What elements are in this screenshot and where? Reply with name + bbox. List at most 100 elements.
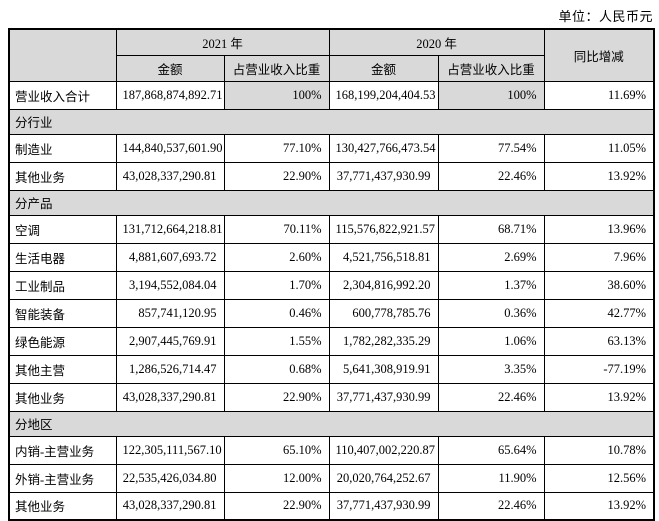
row-label: 绿色能源 [8,326,117,356]
row-label: 其他业务 [8,161,117,191]
amount-2021-cell: 4,881,607,693.72 [115,242,225,272]
ratio-2021-cell: 0.68% [223,354,330,384]
ratio-2020-cell: 2.69% [437,242,545,272]
ratio-2020-cell: 77.54% [437,133,545,163]
amount-2021-cell: 3,194,552,084.04 [115,270,225,300]
amount-2021-cell: 22,535,426,034.80 [115,463,225,493]
data-row: 工业制品 3,194,552,084.04 1.70% 2,304,816,992.2… [8,270,655,300]
row-label: 制造业 [8,133,117,163]
ratio-2021-cell: 12.00% [223,463,330,493]
amount-2020-cell: 20,020,764,252.67 [328,463,439,493]
section-label: 分地区 [8,410,655,437]
row-label: 空调 [8,214,117,244]
ratio-2020-cell: 3.35% [437,354,545,384]
corner-cell [8,28,117,82]
data-row: 智能装备 857,741,120.95 0.46% 600,778,785.76 0.3… [8,298,655,328]
year-2020-header: 2020 年 [328,28,545,56]
amount-2021-cell: 43,028,337,290.81 [115,491,225,521]
ratio-2021-cell: 1.55% [223,326,330,356]
ratio-2021-cell: 22.90% [223,491,330,521]
yoy-cell: 7.96% [543,242,655,272]
amount-2021-cell: 857,741,120.95 [115,298,225,328]
row-label: 外销-主营业务 [8,463,117,493]
amount-2021-cell: 43,028,337,290.81 [115,161,225,191]
yoy-cell: 38.60% [543,270,655,300]
row-label: 其他业务 [8,382,117,412]
amount-2021-cell: 131,712,664,218.81 [115,214,225,244]
amount-2020-cell: 115,576,822,921.57 [328,214,439,244]
data-row: 其他主营 1,286,526,714.47 0.68% 5,641,308,919.9… [8,354,655,384]
amount-2020-cell: 37,771,437,930.99 [328,491,439,521]
section-label: 分行业 [8,108,655,135]
amount-2020-header: 金额 [328,54,439,82]
ratio-2020-cell: 100% [437,80,545,110]
ratio-2021-cell: 22.90% [223,382,330,412]
ratio-2021-cell: 65.10% [223,435,330,465]
data-row: 其他业务 43,028,337,290.81 22.90% 37,771,437,93… [8,161,655,191]
yoy-cell: -77.19% [543,354,655,384]
data-row: 其他业务 43,028,337,290.81 22.90% 37,771,437,93… [8,491,655,521]
data-row: 营业收入合计 187,868,874,892.71 100% 168,199,204,… [8,80,655,110]
yoy-cell: 13.92% [543,382,655,412]
ratio-2020-header: 占营业收入比重 [437,54,545,82]
section-label: 分产品 [8,189,655,216]
yoy-cell: 11.69% [543,80,655,110]
yoy-cell: 13.92% [543,491,655,521]
ratio-2020-cell: 11.90% [437,463,545,493]
row-label: 生活电器 [8,242,117,272]
amount-2021-cell: 2,907,445,769.91 [115,326,225,356]
header-row-columns: 金额 占营业收入比重 金额 占营业收入比重 [9,54,654,82]
ratio-2021-cell: 2.60% [223,242,330,272]
ratio-2020-cell: 22.46% [437,382,545,412]
yoy-cell: 10.78% [543,435,655,465]
ratio-2020-cell: 65.64% [437,435,545,465]
row-label: 智能装备 [8,298,117,328]
data-row: 其他业务 43,028,337,290.81 22.90% 37,771,437,93… [8,382,655,412]
row-label: 工业制品 [8,270,117,300]
yoy-cell: 13.96% [543,214,655,244]
amount-2020-cell: 1,782,282,335.29 [328,326,439,356]
ratio-2021-cell: 0.46% [223,298,330,328]
data-row: 空调 131,712,664,218.81 70.11% 115,576,822,92… [8,214,655,244]
ratio-2020-cell: 1.37% [437,270,545,300]
report-table-body: 营业收入合计 187,868,874,892.71 100% 168,199,204,… [8,80,655,521]
amount-2020-cell: 130,427,766,473.54 [328,133,439,163]
amount-2021-cell: 43,028,337,290.81 [115,382,225,412]
amount-2021-cell: 122,305,111,567.10 [115,435,225,465]
data-row: 绿色能源 2,907,445,769.91 1.55% 1,782,282,335.2… [8,326,655,356]
ratio-2021-cell: 1.70% [223,270,330,300]
yoy-cell: 63.13% [543,326,655,356]
amount-2020-cell: 37,771,437,930.99 [328,161,439,191]
yoy-cell: 11.05% [543,133,655,163]
ratio-2021-cell: 70.11% [223,214,330,244]
row-label: 营业收入合计 [8,80,117,110]
ratio-2021-cell: 22.90% [223,161,330,191]
amount-2020-cell: 4,521,756,518.81 [328,242,439,272]
data-row: 生活电器 4,881,607,693.72 2.60% 4,521,756,518.8… [8,242,655,272]
yoy-cell: 12.56% [543,463,655,493]
section-row: 分产品 [8,189,655,216]
year-2021-header: 2021 年 [115,28,330,56]
amount-2020-cell: 168,199,204,404.53 [328,80,439,110]
amount-2021-cell: 1,286,526,714.47 [115,354,225,384]
amount-2020-cell: 600,778,785.76 [328,298,439,328]
ratio-2020-cell: 22.46% [437,491,545,521]
amount-2020-cell: 37,771,437,930.99 [328,382,439,412]
ratio-2020-cell: 22.46% [437,161,545,191]
yoy-cell: 42.77% [543,298,655,328]
ratio-2021-cell: 100% [223,80,330,110]
row-label: 其他主营 [8,354,117,384]
row-label: 内销-主营业务 [8,435,117,465]
section-row: 分地区 [8,410,655,437]
ratio-2020-cell: 0.36% [437,298,545,328]
data-row: 外销-主营业务 22,535,426,034.80 12.00% 20,020,764… [8,463,655,493]
ratio-2021-cell: 77.10% [223,133,330,163]
amount-2020-cell: 2,304,816,992.20 [328,270,439,300]
data-row: 内销-主营业务 122,305,111,567.10 65.10% 110,407,0… [8,435,655,465]
amount-2021-cell: 187,868,874,892.71 [115,80,225,110]
yoy-header: 同比增减 [543,28,655,82]
row-label: 其他业务 [8,491,117,521]
header-row-years: 2021 年 2020 年 同比增减 [8,28,655,82]
table-header: 2021 年 2020 年 同比增减 金额 占营业收入比重 金额 占营业收入比重 [8,28,655,82]
amount-2020-cell: 5,641,308,919.91 [328,354,439,384]
